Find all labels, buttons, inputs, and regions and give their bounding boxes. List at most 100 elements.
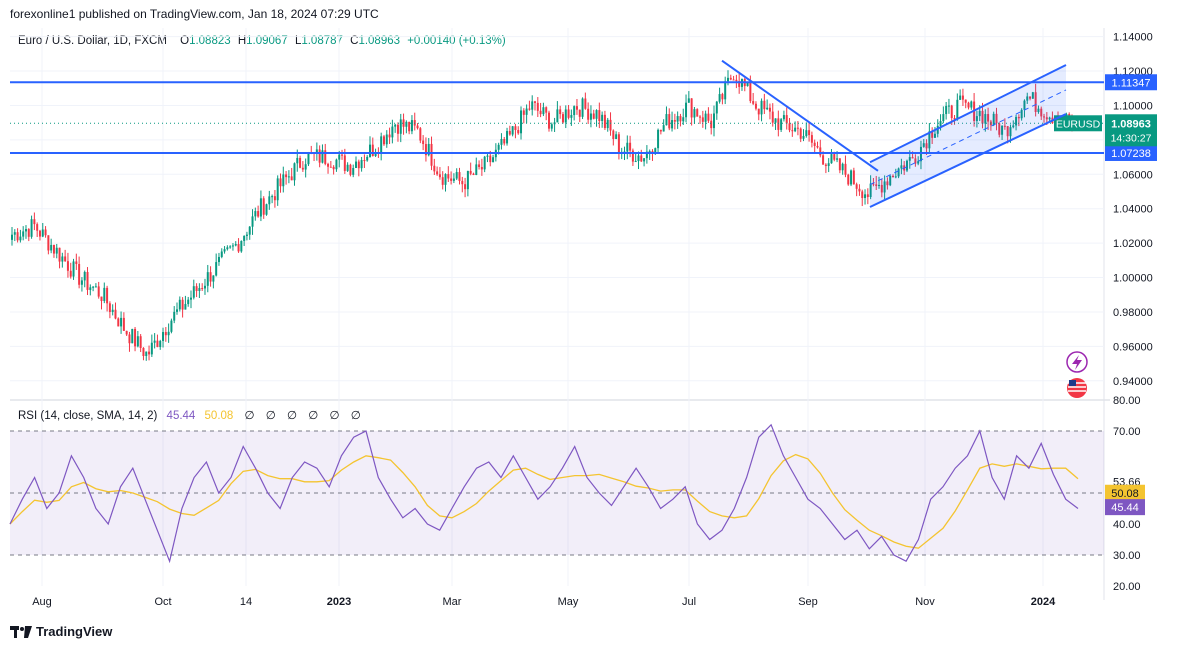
candle-body [108, 303, 111, 312]
candle-body [567, 109, 570, 118]
time-tick-label: Oct [154, 596, 171, 608]
candle-body [629, 142, 632, 151]
candle-body [556, 109, 559, 123]
candle-body [464, 184, 467, 190]
candle-body [341, 154, 344, 156]
brand-text: TradingView [36, 624, 113, 639]
candle-body [332, 166, 335, 170]
candle-body [961, 95, 964, 100]
candle-body [285, 174, 288, 178]
parallel-channel-fill [870, 65, 1066, 207]
candle-body [805, 130, 808, 136]
candle-body [257, 211, 260, 217]
candle-body [780, 119, 783, 130]
candle-body [469, 170, 472, 174]
candle-body [824, 164, 827, 166]
candle-body [847, 174, 850, 185]
candle-body [905, 160, 908, 171]
rsi-ma-value: 50.08 [204, 410, 234, 422]
candle-body [547, 112, 550, 129]
candle-body [575, 106, 578, 110]
bar-countdown-label: 14:30:27 [1111, 132, 1152, 144]
candle-body [382, 136, 385, 145]
rsi-legend: RSI (14, close, SMA, 14, 2) 45.44 50.08 … [18, 408, 361, 422]
candle-body [645, 151, 648, 159]
candle-body [539, 110, 542, 115]
candle-body [173, 311, 176, 321]
candle-body [528, 108, 531, 110]
candle-body [192, 286, 195, 298]
candle-body [978, 110, 981, 117]
candle-body [237, 244, 240, 252]
rsi-tick-label: 20.00 [1113, 581, 1141, 593]
candle-body [145, 351, 148, 357]
candle-body [880, 184, 883, 193]
candle-body [975, 116, 978, 122]
candle-body [198, 288, 201, 291]
candle-body [911, 157, 914, 159]
candle-body [774, 118, 777, 123]
candle-body [615, 134, 618, 140]
candle-body [900, 165, 903, 169]
candle-body [318, 149, 321, 163]
candle-body [925, 143, 928, 149]
candle-body [970, 101, 973, 108]
candle-body [919, 146, 922, 162]
candle-body [942, 114, 945, 122]
candle-body [478, 164, 481, 167]
channel-median-line [869, 89, 1067, 186]
candle-body [1026, 96, 1029, 101]
candle-body [724, 81, 727, 100]
current-price-tag [1105, 114, 1157, 147]
candle-body [480, 166, 483, 170]
tradingview-logo[interactable]: TradingView [10, 624, 112, 639]
candle-body [86, 271, 89, 290]
candle-body [271, 196, 274, 198]
candle-body [506, 131, 509, 144]
channel-upper-line [869, 64, 1067, 164]
candle-body [609, 119, 612, 131]
time-tick-label: Nov [915, 596, 935, 608]
low-value: 1.08787 [301, 35, 343, 47]
candle-body [810, 135, 813, 143]
candle-body [441, 177, 444, 185]
level-price-tag [1105, 74, 1157, 91]
candle-body [813, 142, 816, 146]
candle-body [967, 102, 970, 108]
candle-body [282, 174, 285, 187]
candle-body [757, 108, 760, 115]
candle-body [561, 114, 564, 123]
candle-body [928, 131, 931, 149]
candle-body [374, 152, 377, 157]
candle-body [637, 155, 640, 162]
price-tick-label: 1.06000 [1113, 169, 1153, 181]
us-flag-icon-canton [1069, 380, 1076, 386]
candle-body [726, 77, 729, 82]
candle-body [394, 124, 397, 127]
candle-body [545, 107, 548, 113]
low-label: L [294, 35, 302, 47]
candle-body [111, 309, 114, 312]
candle-body [732, 79, 735, 81]
candle-body [47, 235, 50, 251]
candle-body [833, 154, 836, 160]
candle-body [366, 156, 369, 161]
candle-body [816, 145, 819, 148]
candle-body [61, 256, 64, 262]
candle-body [791, 130, 794, 132]
price-tick-label: 1.00000 [1113, 273, 1153, 285]
candle-body [531, 101, 534, 110]
candle-body [209, 272, 212, 282]
rsi-label[interactable]: RSI (14, close, SMA, 14, 2) [18, 410, 158, 422]
candle-body [215, 262, 218, 276]
candle-body [869, 183, 872, 198]
candle-body [931, 131, 934, 138]
candle-body [603, 114, 606, 129]
candle-body [234, 244, 237, 246]
candle-body [659, 129, 662, 132]
candle-body [704, 113, 707, 122]
candle-body [936, 125, 939, 134]
symbol-name[interactable]: Euro / U.S. Dollar, 1D, FXCM [18, 35, 167, 47]
candle-body [710, 120, 713, 129]
